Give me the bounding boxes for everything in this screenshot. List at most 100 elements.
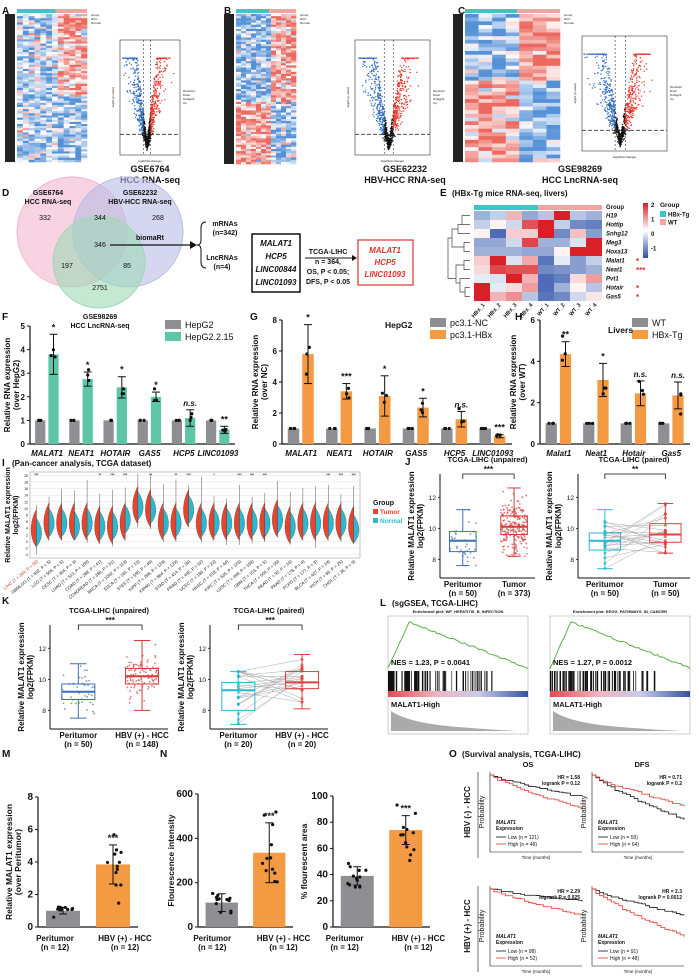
heatmap-cell (478, 25, 493, 30)
heatmap-cell (28, 14, 35, 17)
heatmap-cell (236, 50, 242, 53)
heatmap-cell (286, 91, 292, 94)
volcano-point (629, 85, 631, 87)
volcano-point (152, 118, 155, 120)
heatmap-cell (17, 119, 24, 123)
volcano-point (640, 95, 643, 97)
heatmap-cell (52, 62, 59, 66)
heatmap-cell (63, 142, 70, 146)
heatmap-cell (246, 140, 252, 143)
heatmap-cell (271, 69, 277, 73)
volcano-point (139, 104, 142, 106)
heatmap-cell (63, 94, 70, 97)
heatmap-cell (34, 28, 41, 32)
heatmap-cell (28, 33, 35, 36)
heatmap-cell (52, 153, 59, 156)
volcano-point (643, 84, 645, 86)
heatmap-cell (506, 238, 522, 247)
category-label: MALAT1 (31, 449, 63, 458)
volcano-point (145, 145, 147, 148)
volcano-point (381, 122, 383, 125)
heatmap-cell (75, 33, 82, 36)
volcano-point (158, 93, 161, 95)
heatmap-cell (286, 119, 292, 122)
heatmap-cell (266, 61, 272, 64)
heatmap-cell (81, 49, 88, 53)
heatmap-cell (40, 149, 47, 152)
volcano-point (636, 70, 638, 72)
filter-criterion: n = 364, (315, 259, 341, 266)
volcano-point (128, 100, 131, 102)
heatmap-cell (57, 136, 64, 140)
heatmap-cell (291, 112, 297, 116)
volcano-point (586, 53, 588, 55)
heatmap-cell (291, 159, 297, 163)
heatmap-cell (246, 114, 252, 118)
category-label: HCP5 (173, 449, 195, 458)
candidate-gene: HCP5 (265, 252, 287, 261)
volcano-point (406, 106, 409, 109)
heatmap-cell (271, 104, 277, 107)
volcano-point (372, 66, 374, 68)
heatmap-cell (52, 90, 59, 93)
heatmap-cell (492, 32, 507, 37)
heatmap-cell (28, 26, 35, 30)
heatmap-cell (266, 95, 272, 98)
volcano-point (398, 93, 400, 96)
volcano-point (634, 55, 636, 57)
heatmap-cell (266, 16, 272, 19)
volcano-point (630, 124, 633, 126)
volcano-point (627, 98, 629, 100)
heatmap-cell (286, 129, 292, 133)
volcano-point (649, 53, 651, 55)
heatmap-cell (246, 39, 252, 43)
heatmap-cell (241, 116, 247, 120)
volcano-point (136, 94, 139, 96)
heatmap-cell (69, 113, 76, 116)
heatmap-cell (17, 109, 24, 112)
heatmap-cell (34, 109, 41, 112)
heatmap-cell (57, 43, 64, 47)
volcano-point (153, 113, 155, 115)
heatmap-cell (34, 68, 41, 72)
volcano-point (153, 86, 155, 89)
heatmap-cell (276, 116, 282, 120)
heatmap-cell (46, 22, 53, 25)
heatmap-cell (519, 28, 534, 33)
heatmap-cell (63, 22, 70, 25)
volcano-point (631, 113, 634, 115)
volcano-point (592, 85, 595, 87)
volcano-point (633, 97, 635, 99)
heatmap-cell (478, 125, 493, 129)
heatmap-cell (75, 88, 82, 91)
volcano-point (157, 95, 160, 98)
heatmap-cell (241, 33, 247, 36)
volcano-point (395, 129, 397, 131)
volcano-point (388, 139, 391, 142)
heatmap-cell (40, 66, 47, 70)
heatmap-cell (63, 113, 70, 116)
heatmap-cell (506, 220, 522, 229)
heatmap-cell (261, 46, 267, 49)
volcano-point (138, 119, 141, 122)
volcano-point (368, 75, 370, 77)
heatmap-cell (81, 35, 88, 38)
heatmap-cell (281, 52, 287, 56)
heatmap-cell (271, 24, 277, 28)
volcano-point (613, 111, 615, 113)
heatmap-cell (81, 37, 88, 40)
heatmap-cell (63, 71, 70, 74)
heatmap-cell (75, 28, 82, 32)
volcano-point (404, 95, 406, 97)
volcano-point (154, 63, 157, 66)
heatmap-cell (46, 30, 53, 34)
heatmap-cell (251, 149, 257, 152)
heatmap-cell (256, 159, 262, 163)
volcano-point (140, 99, 143, 102)
heatmap-cell (286, 93, 292, 96)
heatmap-cell (22, 90, 29, 93)
heatmap-cell (236, 95, 242, 98)
heatmap-cell (286, 97, 292, 101)
heatmap-cell (46, 54, 53, 57)
volcano-point (635, 95, 637, 97)
